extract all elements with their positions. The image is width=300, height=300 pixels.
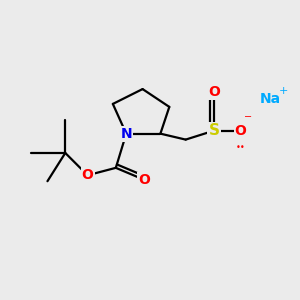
Text: N: N xyxy=(120,127,132,141)
Text: ••: •• xyxy=(236,142,245,152)
Text: Na: Na xyxy=(260,92,281,106)
Text: O: O xyxy=(82,168,94,182)
Text: −: − xyxy=(244,112,252,122)
Text: S: S xyxy=(208,123,219,138)
Text: O: O xyxy=(138,173,150,187)
Text: O: O xyxy=(208,85,220,99)
Text: O: O xyxy=(235,124,247,138)
Text: +: + xyxy=(279,85,288,96)
